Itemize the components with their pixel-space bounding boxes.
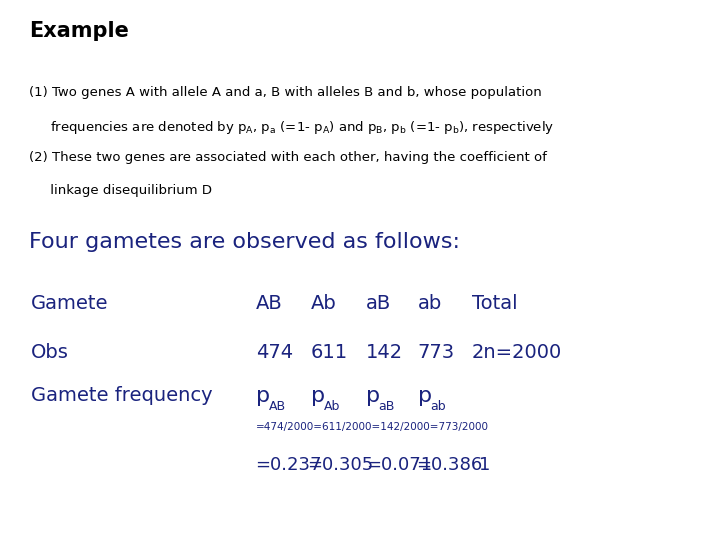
Text: frequencies are denoted by $\mathregular{p_A}$, $\mathregular{p_a}$ (=1- $\mathr: frequencies are denoted by $\mathregular… [29, 119, 554, 136]
Text: Obs: Obs [31, 343, 69, 362]
Text: p: p [418, 386, 432, 406]
Text: Gamete: Gamete [31, 294, 109, 313]
Text: Ab: Ab [311, 294, 337, 313]
Text: =474/2000=611/2000=142/2000=773/2000: =474/2000=611/2000=142/2000=773/2000 [256, 422, 489, 433]
Text: linkage disequilibrium D: linkage disequilibrium D [29, 184, 212, 197]
Text: ab: ab [418, 294, 442, 313]
Text: p: p [256, 386, 270, 406]
Text: 773: 773 [418, 343, 455, 362]
Text: AB: AB [256, 294, 282, 313]
Text: 2n=2000: 2n=2000 [472, 343, 562, 362]
Text: =0.071: =0.071 [366, 456, 432, 474]
Text: 474: 474 [256, 343, 293, 362]
Text: Ab: Ab [324, 400, 341, 413]
Text: Gamete frequency: Gamete frequency [31, 386, 212, 405]
Text: p: p [366, 386, 380, 406]
Text: 142: 142 [366, 343, 403, 362]
Text: ab: ab [431, 400, 446, 413]
Text: p: p [311, 386, 325, 406]
Text: AB: AB [269, 400, 286, 413]
Text: (1) Two genes A with allele A and a, B with alleles B and b, whose population: (1) Two genes A with allele A and a, B w… [29, 86, 541, 99]
Text: Four gametes are observed as follows:: Four gametes are observed as follows: [29, 232, 460, 252]
Text: Example: Example [29, 21, 129, 40]
Text: =0.237: =0.237 [256, 456, 322, 474]
Text: aB: aB [379, 400, 395, 413]
Text: Total: Total [472, 294, 517, 313]
Text: =0.386: =0.386 [416, 456, 482, 474]
Text: =0.305: =0.305 [307, 456, 374, 474]
Text: aB: aB [366, 294, 391, 313]
Text: (2) These two genes are associated with each other, having the coefficient of: (2) These two genes are associated with … [29, 151, 546, 164]
Text: 611: 611 [311, 343, 348, 362]
Text: 1: 1 [479, 456, 490, 474]
